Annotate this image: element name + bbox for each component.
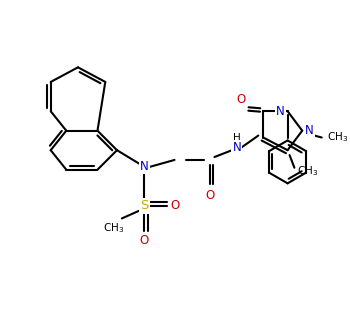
Text: N: N [276,105,285,118]
Text: O: O [140,234,149,247]
Text: CH$_3$: CH$_3$ [327,131,348,144]
Text: O: O [205,189,214,202]
Text: CH$_3$: CH$_3$ [104,221,125,235]
Text: S: S [140,199,148,212]
Text: N: N [140,160,149,173]
Text: CH$_3$: CH$_3$ [298,164,318,178]
Text: H: H [233,133,241,143]
Text: N: N [232,141,241,154]
Text: N: N [305,124,314,137]
Text: O: O [236,93,245,106]
Text: O: O [171,199,180,212]
